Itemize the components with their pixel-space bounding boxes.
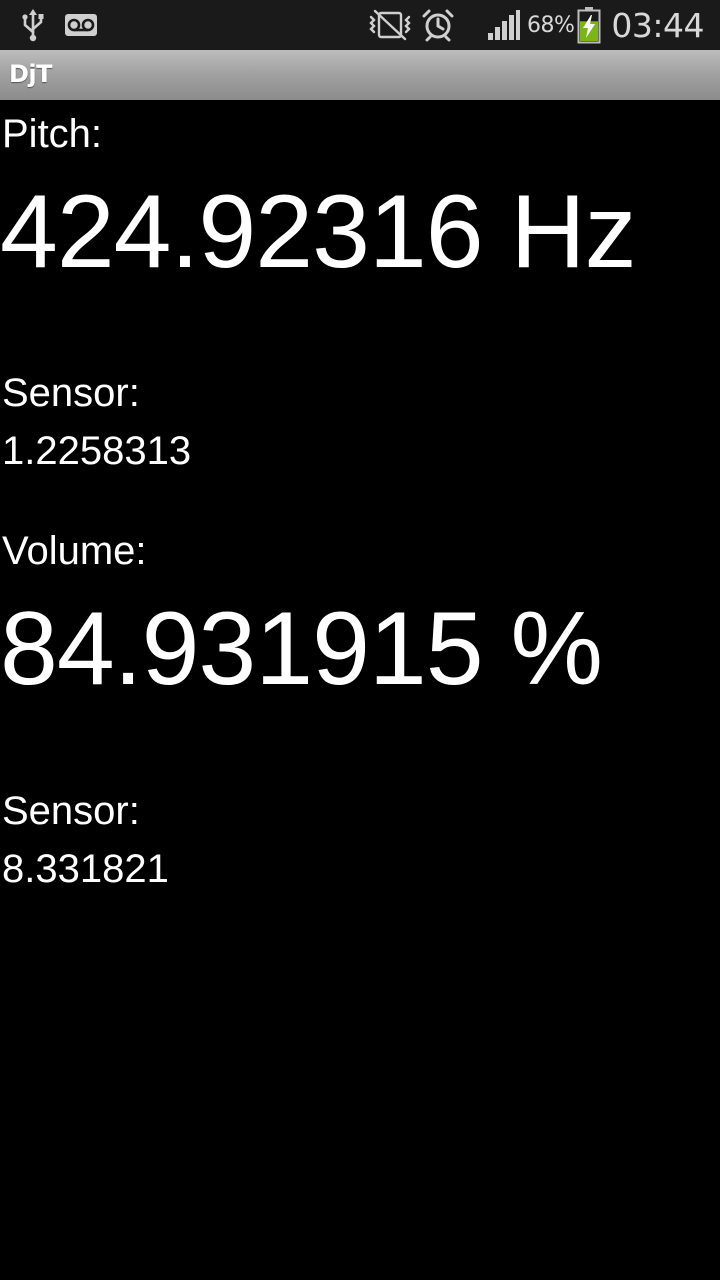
pitch-sensor-value: 1.2258313 — [2, 429, 192, 473]
mute-vibrate-icon — [369, 9, 411, 41]
status-bar-right: 68% 03:44 — [369, 4, 704, 46]
volume-sensor-value: 8.331821 — [2, 847, 169, 891]
volume-value: 84.931915 % — [0, 591, 603, 707]
app-title: DjT — [9, 60, 53, 88]
pitch-label: Pitch: — [2, 112, 103, 156]
pitch-value: 424.92316 Hz — [0, 174, 637, 290]
voicemail-icon — [64, 13, 98, 37]
volume-label: Volume: — [2, 529, 147, 573]
title-bar: DjT — [0, 50, 720, 100]
pitch-sensor-label: Sensor: — [2, 371, 140, 415]
status-bar-left — [20, 8, 98, 42]
volume-sensor-label: Sensor: — [2, 789, 140, 833]
alarm-icon — [421, 8, 455, 42]
battery-charging-icon — [577, 6, 601, 44]
clock: 03:44 — [611, 5, 704, 45]
battery-percent: 68% — [526, 12, 575, 38]
status-bar: 68% 03:44 — [0, 0, 720, 50]
usb-icon — [20, 8, 46, 42]
signal-icon — [487, 9, 521, 41]
